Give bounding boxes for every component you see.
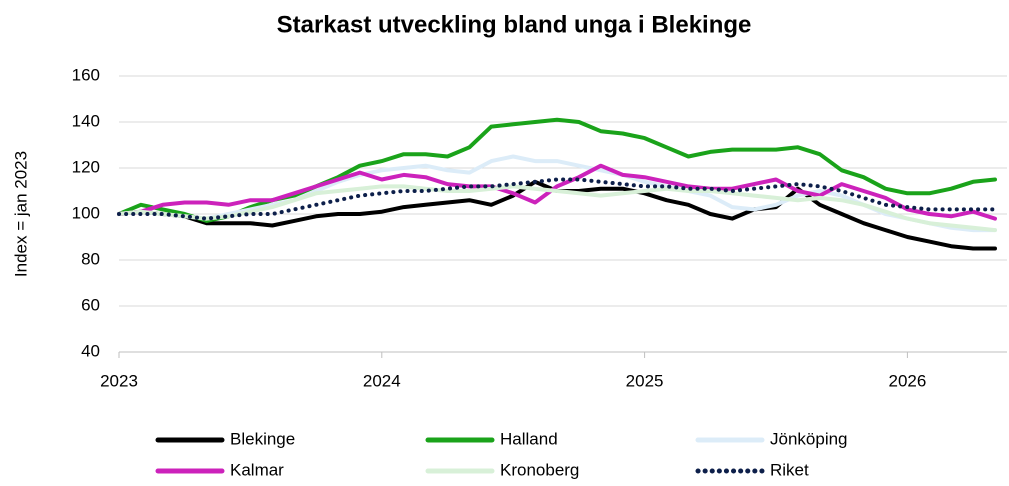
y-tick-label: 120 <box>72 157 100 176</box>
legend-label: Jönköping <box>770 429 848 448</box>
y-tick-label: 140 <box>72 111 100 130</box>
series-line <box>117 184 997 233</box>
series-line <box>117 117 997 223</box>
x-tick-label: 2023 <box>100 371 138 390</box>
x-tick-label: 2024 <box>363 371 401 390</box>
y-tick-label: 60 <box>81 295 100 314</box>
chart-title: Starkast utveckling bland unga i Bleking… <box>277 11 752 38</box>
y-tick-label: 40 <box>81 341 100 360</box>
y-tick-label: 160 <box>72 65 100 84</box>
y-axis-label: Index = jan 2023 <box>11 151 30 277</box>
x-tick-label: 2026 <box>888 371 926 390</box>
y-tick-label: 100 <box>72 203 100 222</box>
series-line <box>117 177 997 221</box>
y-tick-label: 80 <box>81 249 100 268</box>
legend-label: Riket <box>770 460 809 479</box>
series-line <box>117 154 997 233</box>
series-line <box>117 163 997 221</box>
legend-label: Blekinge <box>230 429 295 448</box>
legend-label: Kronoberg <box>500 460 579 479</box>
legend-label: Halland <box>500 429 558 448</box>
legend-label: Kalmar <box>230 460 284 479</box>
x-tick-label: 2025 <box>626 371 664 390</box>
